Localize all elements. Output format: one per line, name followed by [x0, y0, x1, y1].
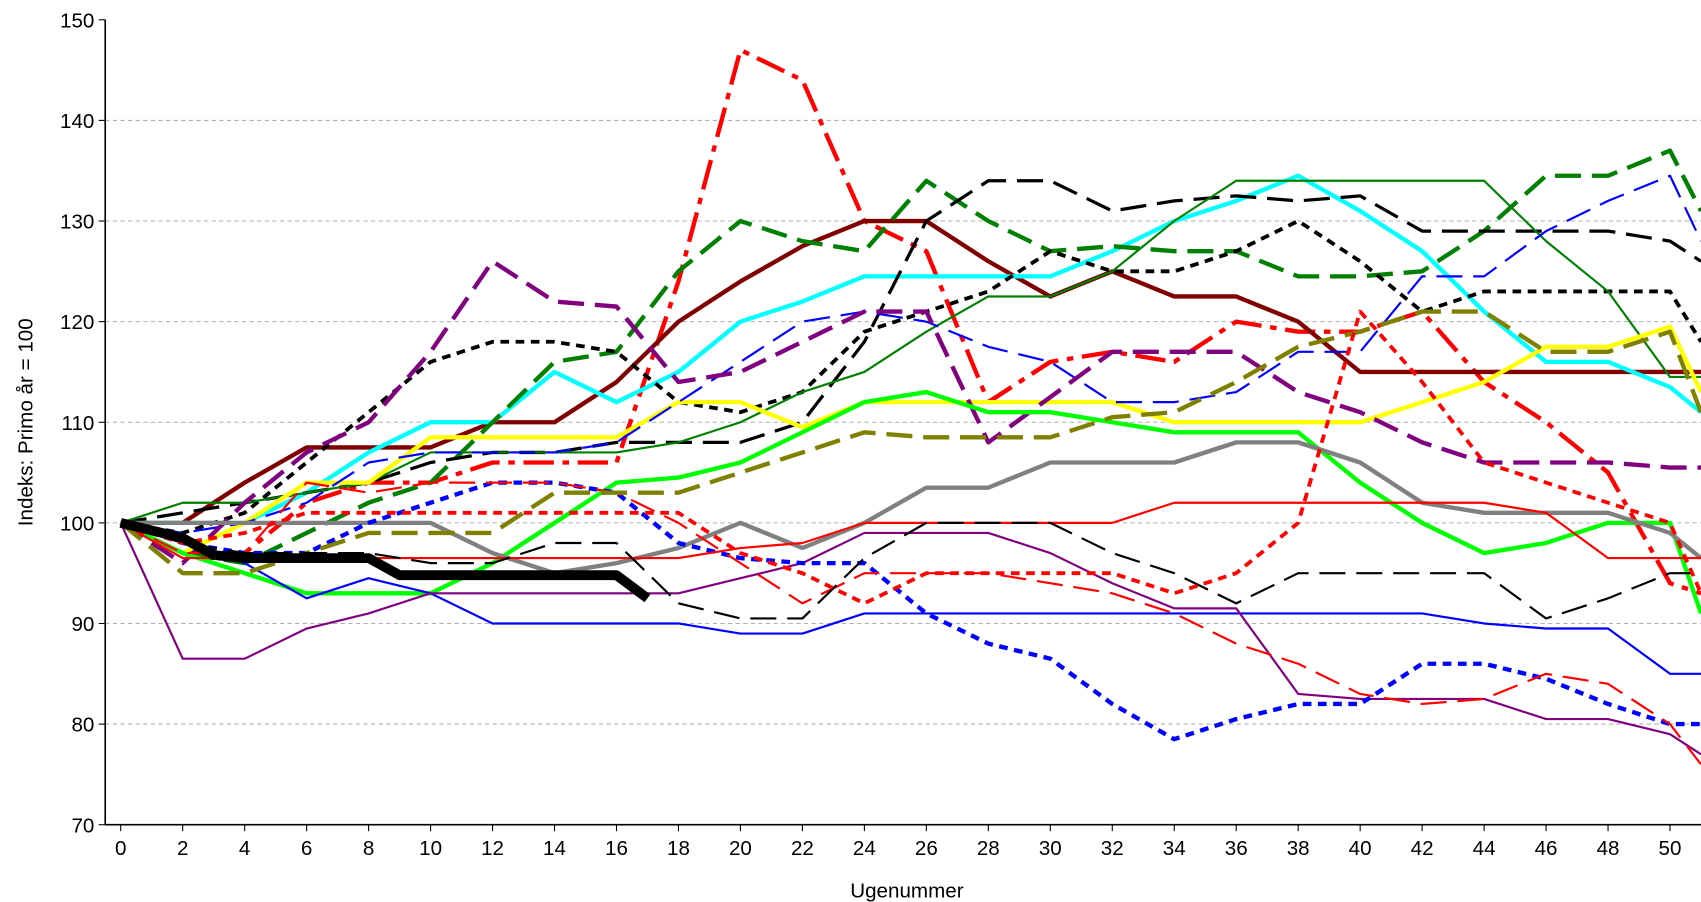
x-tick-label: 50: [1659, 837, 1682, 860]
x-tick-label: 20: [729, 837, 752, 860]
y-tick-label: 150: [60, 9, 94, 32]
x-tick-label: 16: [605, 837, 628, 860]
series-line: [119, 522, 1701, 756]
x-tick-label: 10: [419, 837, 442, 860]
x-axis-label: Ugenummer: [850, 879, 964, 902]
x-tick-label: 46: [1535, 837, 1558, 860]
x-tick-label: 36: [1225, 837, 1248, 860]
y-axis-label: Indeks: Primo år = 100: [15, 318, 38, 526]
series-line: [120, 179, 1701, 524]
series-line: [119, 47, 1701, 596]
y-tick-label: 110: [62, 412, 95, 435]
series-line: [119, 389, 1701, 615]
series-line: [120, 218, 1701, 526]
x-tick-label: 28: [977, 837, 1000, 860]
series-line: [120, 174, 1701, 535]
series-line: [120, 481, 1701, 766]
x-tick-label: 24: [853, 837, 876, 860]
series-line: [120, 309, 1701, 606]
x-tick-label: 38: [1287, 837, 1310, 860]
series-line: [119, 259, 1701, 566]
x-tick-label: 34: [1163, 837, 1186, 860]
y-tick-label: 80: [71, 714, 94, 737]
y-tick-label: 70: [71, 814, 94, 837]
series-line: [120, 173, 1701, 526]
x-tick-label: 26: [915, 837, 938, 860]
x-tick-label: 14: [543, 837, 566, 860]
series-line: [119, 309, 1701, 576]
series-line: [119, 148, 1701, 566]
x-tick-label: 32: [1101, 837, 1124, 860]
x-tick-label: 44: [1473, 837, 1496, 860]
x-tick-label: 42: [1411, 837, 1434, 860]
x-tick-label: 8: [363, 837, 374, 860]
series-line: [120, 521, 1701, 675]
series-line: [120, 480, 1701, 742]
y-tick-label: 120: [60, 311, 94, 334]
x-tick-label: 6: [301, 837, 312, 860]
y-tick-label: 130: [60, 211, 94, 234]
x-tick-label: 48: [1597, 837, 1620, 860]
series-line: [120, 440, 1701, 576]
x-tick-label: 40: [1349, 837, 1372, 860]
x-tick-label: 4: [239, 837, 250, 860]
series-line: [120, 219, 1701, 535]
series-line: [120, 521, 1701, 620]
x-tick-label: 12: [481, 837, 504, 860]
x-tick-label: 2: [177, 837, 188, 860]
series-line: [120, 179, 1701, 525]
series-line: [119, 324, 1701, 556]
y-tick-label: 100: [60, 512, 94, 535]
x-tick-label: 0: [115, 837, 126, 860]
x-tick-label: 18: [667, 837, 690, 860]
y-tick-label: 140: [60, 110, 94, 133]
y-tick-label: 90: [71, 613, 94, 636]
x-tick-label: 30: [1039, 837, 1062, 860]
x-tick-label: 22: [791, 837, 814, 860]
series-line: [119, 518, 651, 603]
